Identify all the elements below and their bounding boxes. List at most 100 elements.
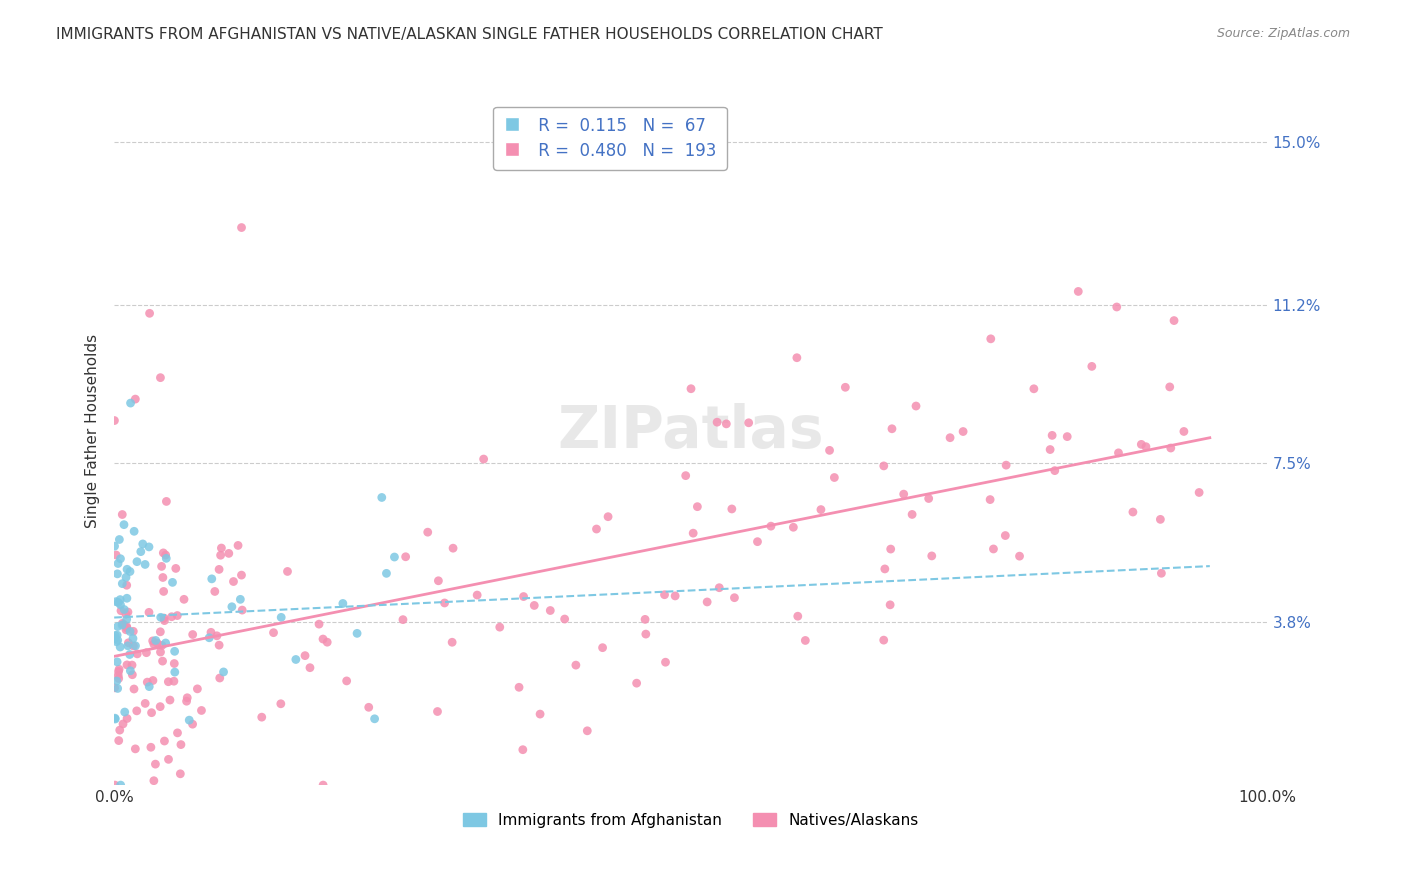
Point [166,726,188,740]
Point [204,584,226,599]
Point [308,617,330,632]
Point [121,667,143,681]
Point [108,592,131,607]
Point [395,549,418,564]
Point [512,742,534,756]
Point [122,639,145,653]
Point [980,332,1002,346]
Point [155,636,177,650]
Point [1159,380,1181,394]
Point [150,559,173,574]
Point [208,638,231,652]
Point [110,604,132,618]
Point [508,681,530,695]
Point [312,632,335,646]
Point [995,458,1018,472]
Point [250,710,273,724]
Point [138,540,160,554]
Point [721,502,744,516]
Point [682,526,704,541]
Point [107,665,129,679]
Point [181,717,204,731]
Point [905,399,928,413]
Point [121,658,143,673]
Point [112,717,135,731]
Point [132,537,155,551]
Point [979,492,1001,507]
Point [465,588,488,602]
Point [163,674,186,689]
Point [1043,464,1066,478]
Point [122,624,145,639]
Point [166,608,188,623]
Point [149,370,172,384]
Point [231,603,253,617]
Point [155,551,177,566]
Point [1149,512,1171,526]
Point [111,616,134,631]
Point [112,602,135,616]
Point [1056,429,1078,443]
Point [149,610,172,624]
Point [107,566,129,581]
Point [176,690,198,705]
Point [209,548,232,562]
Point [125,704,148,718]
Point [284,652,307,666]
Point [1160,441,1182,455]
Point [679,382,702,396]
Point [879,598,901,612]
Point [654,655,676,669]
Point [529,707,551,722]
Text: Source: ZipAtlas.com: Source: ZipAtlas.com [1216,27,1350,40]
Point [336,673,359,688]
Point [198,631,221,645]
Point [222,574,245,589]
Point [392,613,415,627]
Point [117,639,139,653]
Point [142,637,165,651]
Point [115,591,138,606]
Point [1081,359,1104,374]
Point [208,671,231,685]
Point [115,612,138,626]
Point [190,703,212,717]
Point [138,680,160,694]
Point [145,757,167,772]
Point [893,487,915,501]
Point [901,508,924,522]
Point [312,778,335,792]
Point [152,584,174,599]
Point [169,766,191,780]
Point [298,661,321,675]
Point [141,706,163,720]
Point [716,417,738,431]
Point [111,508,134,522]
Point [105,548,128,562]
Point [316,635,339,649]
Point [416,525,439,540]
Point [952,425,974,439]
Point [200,625,222,640]
Point [654,588,676,602]
Point [218,546,240,560]
Point [880,422,903,436]
Legend: Immigrants from Afghanistan, Natives/Alaskans: Immigrants from Afghanistan, Natives/Ala… [457,807,924,834]
Point [152,570,174,584]
Point [105,655,128,669]
Point [538,603,561,617]
Point [122,632,145,646]
Point [786,351,808,365]
Point [104,595,127,609]
Point [107,733,129,747]
Point [112,617,135,632]
Point [294,648,316,663]
Point [138,605,160,619]
Point [363,712,385,726]
Point [108,723,131,738]
Point [117,636,139,650]
Point [782,520,804,534]
Point [157,674,180,689]
Point [357,700,380,714]
Point [592,640,614,655]
